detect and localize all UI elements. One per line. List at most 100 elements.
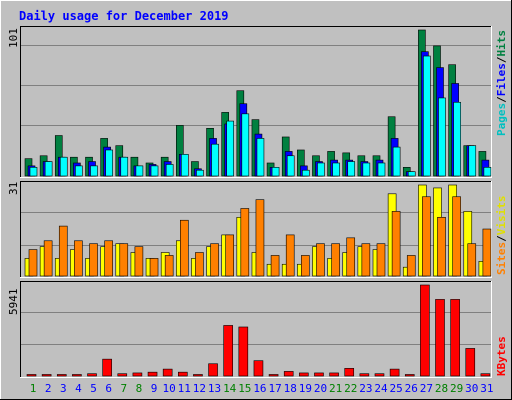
pages-bar-10 (165, 164, 174, 177)
pages-bar-6 (105, 149, 113, 177)
day-label-26: 26 (405, 382, 418, 395)
x-axis-day-labels: 1 2 3 4 5 6 7 8 9 10 11 12 13 14 15 16 17 18 19 20 21 22 23 24 2… (30, 382, 494, 395)
sites-bar-2 (43, 240, 53, 277)
day-label-13: 13 (208, 382, 221, 395)
day-label-19: 19 (299, 382, 312, 395)
sites-bar-22 (346, 237, 356, 277)
legend-sites: Sites (495, 242, 508, 275)
visits-ymax-label: 31 (7, 182, 20, 195)
kbytes-bar-6 (102, 358, 112, 377)
pages-bar-18 (286, 155, 295, 177)
kbytes-bar-31 (480, 373, 491, 377)
kbytes-bar-8 (132, 372, 143, 377)
sites-bar-10 (164, 255, 174, 277)
sites-bar-3 (58, 225, 68, 277)
pages-bar-31 (483, 167, 492, 177)
kbytes-bar-20 (314, 372, 324, 377)
pages-bar-27 (423, 55, 431, 177)
kbytes-bar-4 (72, 374, 82, 377)
day-label-18: 18 (284, 382, 297, 395)
sites-bar-29 (452, 196, 461, 277)
kbytes-bar-27 (420, 284, 430, 377)
day-label-28: 28 (435, 382, 448, 395)
legend-sep-2: / (495, 56, 508, 63)
kbytes-bar-10 (162, 368, 173, 377)
sites-bar-4 (74, 240, 83, 277)
legend-kbytes-label: KBytes (495, 336, 508, 376)
pages-bar-21 (332, 162, 340, 177)
sites-bar-27 (422, 196, 431, 277)
sites-bar-8 (134, 246, 144, 277)
hits-ymax-label: 101 (7, 28, 20, 48)
sites-bar-24 (376, 243, 386, 277)
kbytes-bar-13 (208, 363, 218, 377)
day-label-20: 20 (314, 382, 327, 395)
pages-bar-22 (347, 161, 356, 177)
legend-kbytes: KBytes (495, 336, 508, 376)
day-label-8: 8 (136, 382, 143, 395)
pages-bar-12 (196, 169, 204, 177)
sites-bar-31 (482, 228, 492, 277)
chart-title: Daily usage for December 2019 (19, 9, 229, 23)
day-label-9: 9 (151, 382, 158, 395)
pages-bar-5 (90, 165, 98, 177)
sites-bar-30 (467, 243, 477, 277)
pages-bar-28 (438, 97, 446, 177)
sites-bar-28 (437, 216, 446, 277)
pages-bar-17 (271, 167, 280, 177)
day-label-30: 30 (465, 382, 478, 395)
day-label-10: 10 (163, 382, 176, 395)
pages-bar-20 (317, 162, 325, 177)
kbytes-bar-16 (253, 360, 264, 377)
kbytes-bar-1 (26, 374, 37, 377)
bars (24, 29, 492, 377)
day-label-11: 11 (178, 382, 191, 395)
day-label-16: 16 (253, 382, 266, 395)
pages-bar-13 (211, 143, 219, 177)
day-label-5: 5 (90, 382, 97, 395)
day-label-1: 1 (30, 382, 37, 395)
legend-hits: Hits (495, 30, 508, 57)
legend-sep-1: / (495, 96, 508, 103)
day-label-6: 6 (105, 382, 112, 395)
pages-bar-9 (150, 165, 159, 177)
day-label-14: 14 (223, 382, 237, 395)
sites-bar-20 (316, 243, 325, 277)
kbytes-bar-7 (117, 373, 128, 377)
pages-bar-8 (135, 165, 144, 177)
sites-bar-26 (406, 255, 416, 277)
kbytes-bar-23 (359, 373, 370, 377)
sites-bar-21 (331, 243, 340, 277)
kbytes-bar-15 (238, 326, 249, 377)
kbytes-ymax-label: 5941 (7, 289, 20, 316)
legend-pages: Pages (495, 103, 508, 136)
legend-visits: Visits (495, 196, 508, 236)
kbytes-bar-28 (435, 299, 445, 377)
pages-bar-24 (377, 162, 386, 177)
day-label-29: 29 (450, 382, 463, 395)
pages-bar-15 (241, 113, 250, 177)
pages-bar-23 (362, 162, 371, 177)
pages-bar-25 (392, 146, 401, 177)
pages-bar-29 (453, 101, 461, 177)
kbytes-bar-30 (465, 348, 476, 377)
sites-bar-12 (195, 252, 204, 277)
sites-bar-5 (89, 243, 98, 277)
kbytes-bar-25 (389, 368, 400, 377)
pages-bar-14 (226, 120, 234, 177)
legend-sep-3: / (495, 235, 508, 242)
day-label-24: 24 (374, 382, 388, 395)
sites-bar-15 (240, 208, 250, 277)
day-label-27: 27 (420, 382, 433, 395)
pages-bar-30 (468, 145, 477, 177)
legend-pages-files-hits: Pages/Files/Hits (495, 30, 508, 136)
kbytes-bar-11 (178, 371, 188, 377)
kbytes-bar-12 (193, 374, 203, 377)
kbytes-bar-5 (87, 373, 97, 377)
day-label-31: 31 (480, 382, 493, 395)
sites-bar-18 (285, 234, 295, 277)
kbytes-bar-3 (56, 374, 67, 377)
sites-bar-13 (210, 243, 219, 277)
sites-bar-9 (149, 258, 159, 277)
pages-bar-2 (44, 161, 53, 177)
